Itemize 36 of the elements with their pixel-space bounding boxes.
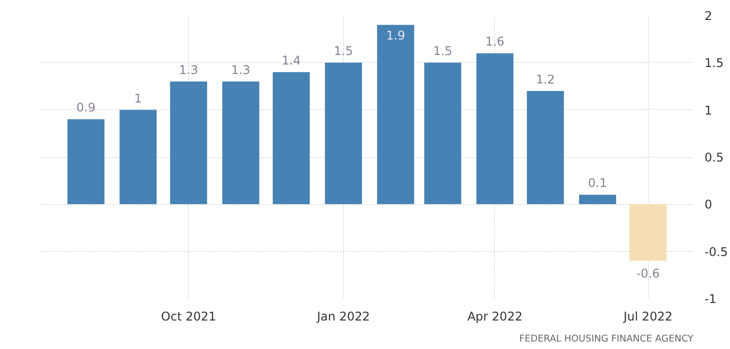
data-label: 1.6 xyxy=(485,34,504,49)
x-tick-label: Jul 2022 xyxy=(622,310,672,324)
bar xyxy=(630,204,667,261)
bar xyxy=(526,90,564,204)
y-tick-label: -0.5 xyxy=(704,244,728,259)
data-label: 1.3 xyxy=(231,62,250,77)
data-label: 0.1 xyxy=(588,176,608,190)
y-tick-label: 0 xyxy=(704,198,712,212)
data-label: -0.6 xyxy=(636,266,660,280)
bar xyxy=(377,24,414,204)
data-label: 1.2 xyxy=(536,72,555,86)
data-label: 1 xyxy=(134,91,142,106)
x-tick-label: Apr 2022 xyxy=(467,310,522,324)
y-tick-label: 0.5 xyxy=(704,150,724,164)
bar xyxy=(120,110,157,204)
bar xyxy=(424,62,462,204)
y-tick-label: -1 xyxy=(704,292,716,306)
data-label: 1.5 xyxy=(433,44,452,58)
bar xyxy=(324,62,362,204)
data-label: 1.3 xyxy=(179,62,198,77)
bar xyxy=(222,82,260,204)
data-label: 1.4 xyxy=(282,54,301,68)
data-label: 0.9 xyxy=(76,100,96,115)
text: FEDERAL HOUSING FINANCE AGENCY xyxy=(519,334,694,344)
y-tick-label: 2 xyxy=(704,9,712,23)
bar xyxy=(272,72,310,204)
bar xyxy=(170,82,208,204)
y-tick-label: 1.5 xyxy=(704,56,724,70)
data-label: 1.9 xyxy=(386,28,406,43)
x-tick-label: Oct 2021 xyxy=(161,310,216,324)
bar xyxy=(579,194,616,204)
bar xyxy=(476,53,514,204)
x-tick-label: Jan 2022 xyxy=(316,310,370,324)
data-label: 1.5 xyxy=(334,44,353,58)
bar xyxy=(67,119,104,204)
y-tick-label: 1 xyxy=(704,103,712,118)
